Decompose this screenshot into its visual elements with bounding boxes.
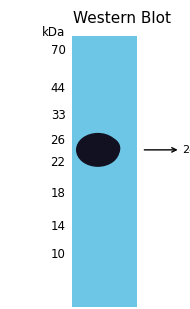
Bar	[72, 36, 137, 307]
Text: 44: 44	[51, 82, 66, 95]
Text: Western Blot: Western Blot	[73, 11, 171, 26]
Text: 26: 26	[51, 134, 66, 147]
Ellipse shape	[76, 133, 120, 167]
Text: 10: 10	[51, 248, 66, 261]
Text: 70: 70	[51, 44, 66, 57]
Text: kDa: kDa	[42, 26, 66, 39]
Text: 33: 33	[51, 109, 66, 122]
Text: 18: 18	[51, 187, 66, 200]
Text: 22: 22	[51, 156, 66, 169]
Ellipse shape	[96, 137, 120, 159]
Text: 14: 14	[51, 220, 66, 233]
Text: 24kDa: 24kDa	[182, 145, 190, 155]
